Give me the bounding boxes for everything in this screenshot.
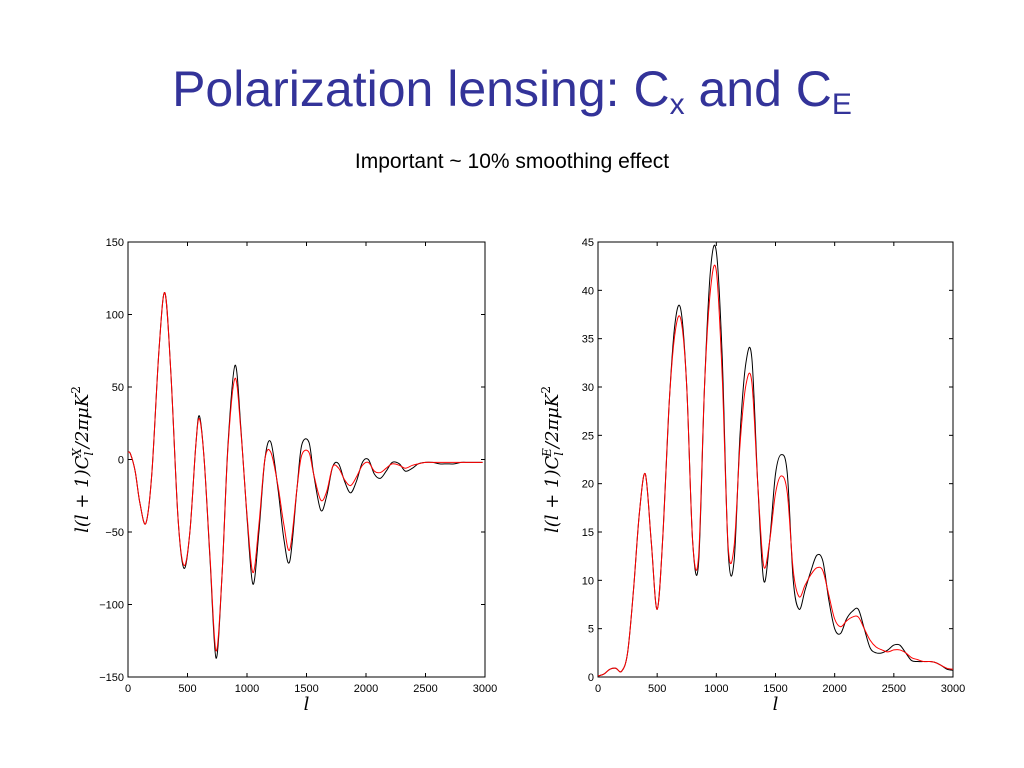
cx-x-axis-label: l bbox=[304, 694, 310, 715]
cx-y-tick-label: 150 bbox=[106, 237, 124, 249]
title-main-text: Polarization lensing: C bbox=[172, 61, 670, 117]
cx-y-tick-label: 100 bbox=[106, 310, 124, 322]
cx-x-tick-label: 3000 bbox=[473, 683, 497, 695]
cx-x-tick-label: 2000 bbox=[354, 683, 378, 695]
ce-x-tick-label: 0 bbox=[595, 683, 601, 695]
ce-y-tick-label: 40 bbox=[582, 285, 594, 297]
cx-y-tick-label: 50 bbox=[112, 382, 124, 394]
cx-y-tick-label: −100 bbox=[99, 600, 124, 612]
cx-x-tick-label: 0 bbox=[125, 683, 131, 695]
ce-series-line-lensed bbox=[597, 264, 954, 677]
ce-y-tick-label: 5 bbox=[588, 624, 594, 636]
ce-y-axis-label: l(l + 1)ClE/2πμK2 bbox=[539, 386, 566, 533]
title-subscript-x: x bbox=[669, 88, 685, 121]
ce-plot-frame bbox=[597, 241, 954, 678]
ce-x-tick-label: 2500 bbox=[882, 683, 906, 695]
ce-y-tick-label: 15 bbox=[582, 527, 594, 539]
slide-subtitle: Important ~ 10% smoothing effect bbox=[354, 150, 670, 173]
cx-y-tick-label: −150 bbox=[99, 672, 124, 684]
ce-y-tick-label: 0 bbox=[588, 672, 594, 684]
ce-x-tick-label: 3000 bbox=[941, 683, 965, 695]
ce-y-tick-label: 10 bbox=[582, 575, 594, 587]
ce-x-tick-label: 1500 bbox=[763, 683, 787, 695]
ce-y-tick-label: 20 bbox=[582, 479, 594, 491]
cx-x-tick-label: 500 bbox=[178, 683, 196, 695]
title-subscript-e: E bbox=[831, 88, 852, 121]
ce-x-tick-label: 500 bbox=[648, 683, 666, 695]
cx-y-tick-label: 0 bbox=[118, 455, 124, 467]
ce-x-tick-label: 1000 bbox=[704, 683, 728, 695]
cx-series-line-lensed bbox=[127, 292, 483, 652]
ce-y-tick-label: 45 bbox=[582, 237, 594, 249]
title-mid-text: and C bbox=[684, 61, 832, 117]
cx-x-tick-label: 1500 bbox=[294, 683, 318, 695]
cx-y-tick-label: −50 bbox=[105, 527, 124, 539]
cx-x-tick-label: 2500 bbox=[413, 683, 437, 695]
cx-x-tick-label: 1000 bbox=[235, 683, 259, 695]
ce-series-line-unlensed bbox=[597, 244, 954, 677]
ce-y-tick-label: 30 bbox=[582, 382, 594, 394]
ce-y-tick-label: 25 bbox=[582, 430, 594, 442]
cx-y-axis-label: l(l + 1)ClX/2πμK2 bbox=[69, 386, 96, 533]
slide-title: Polarization lensing: Cx and CE bbox=[0, 61, 1024, 120]
ce-y-tick-label: 35 bbox=[582, 334, 594, 346]
ce-x-tick-label: 2000 bbox=[822, 683, 846, 695]
ce-x-axis-label: l bbox=[773, 694, 779, 715]
